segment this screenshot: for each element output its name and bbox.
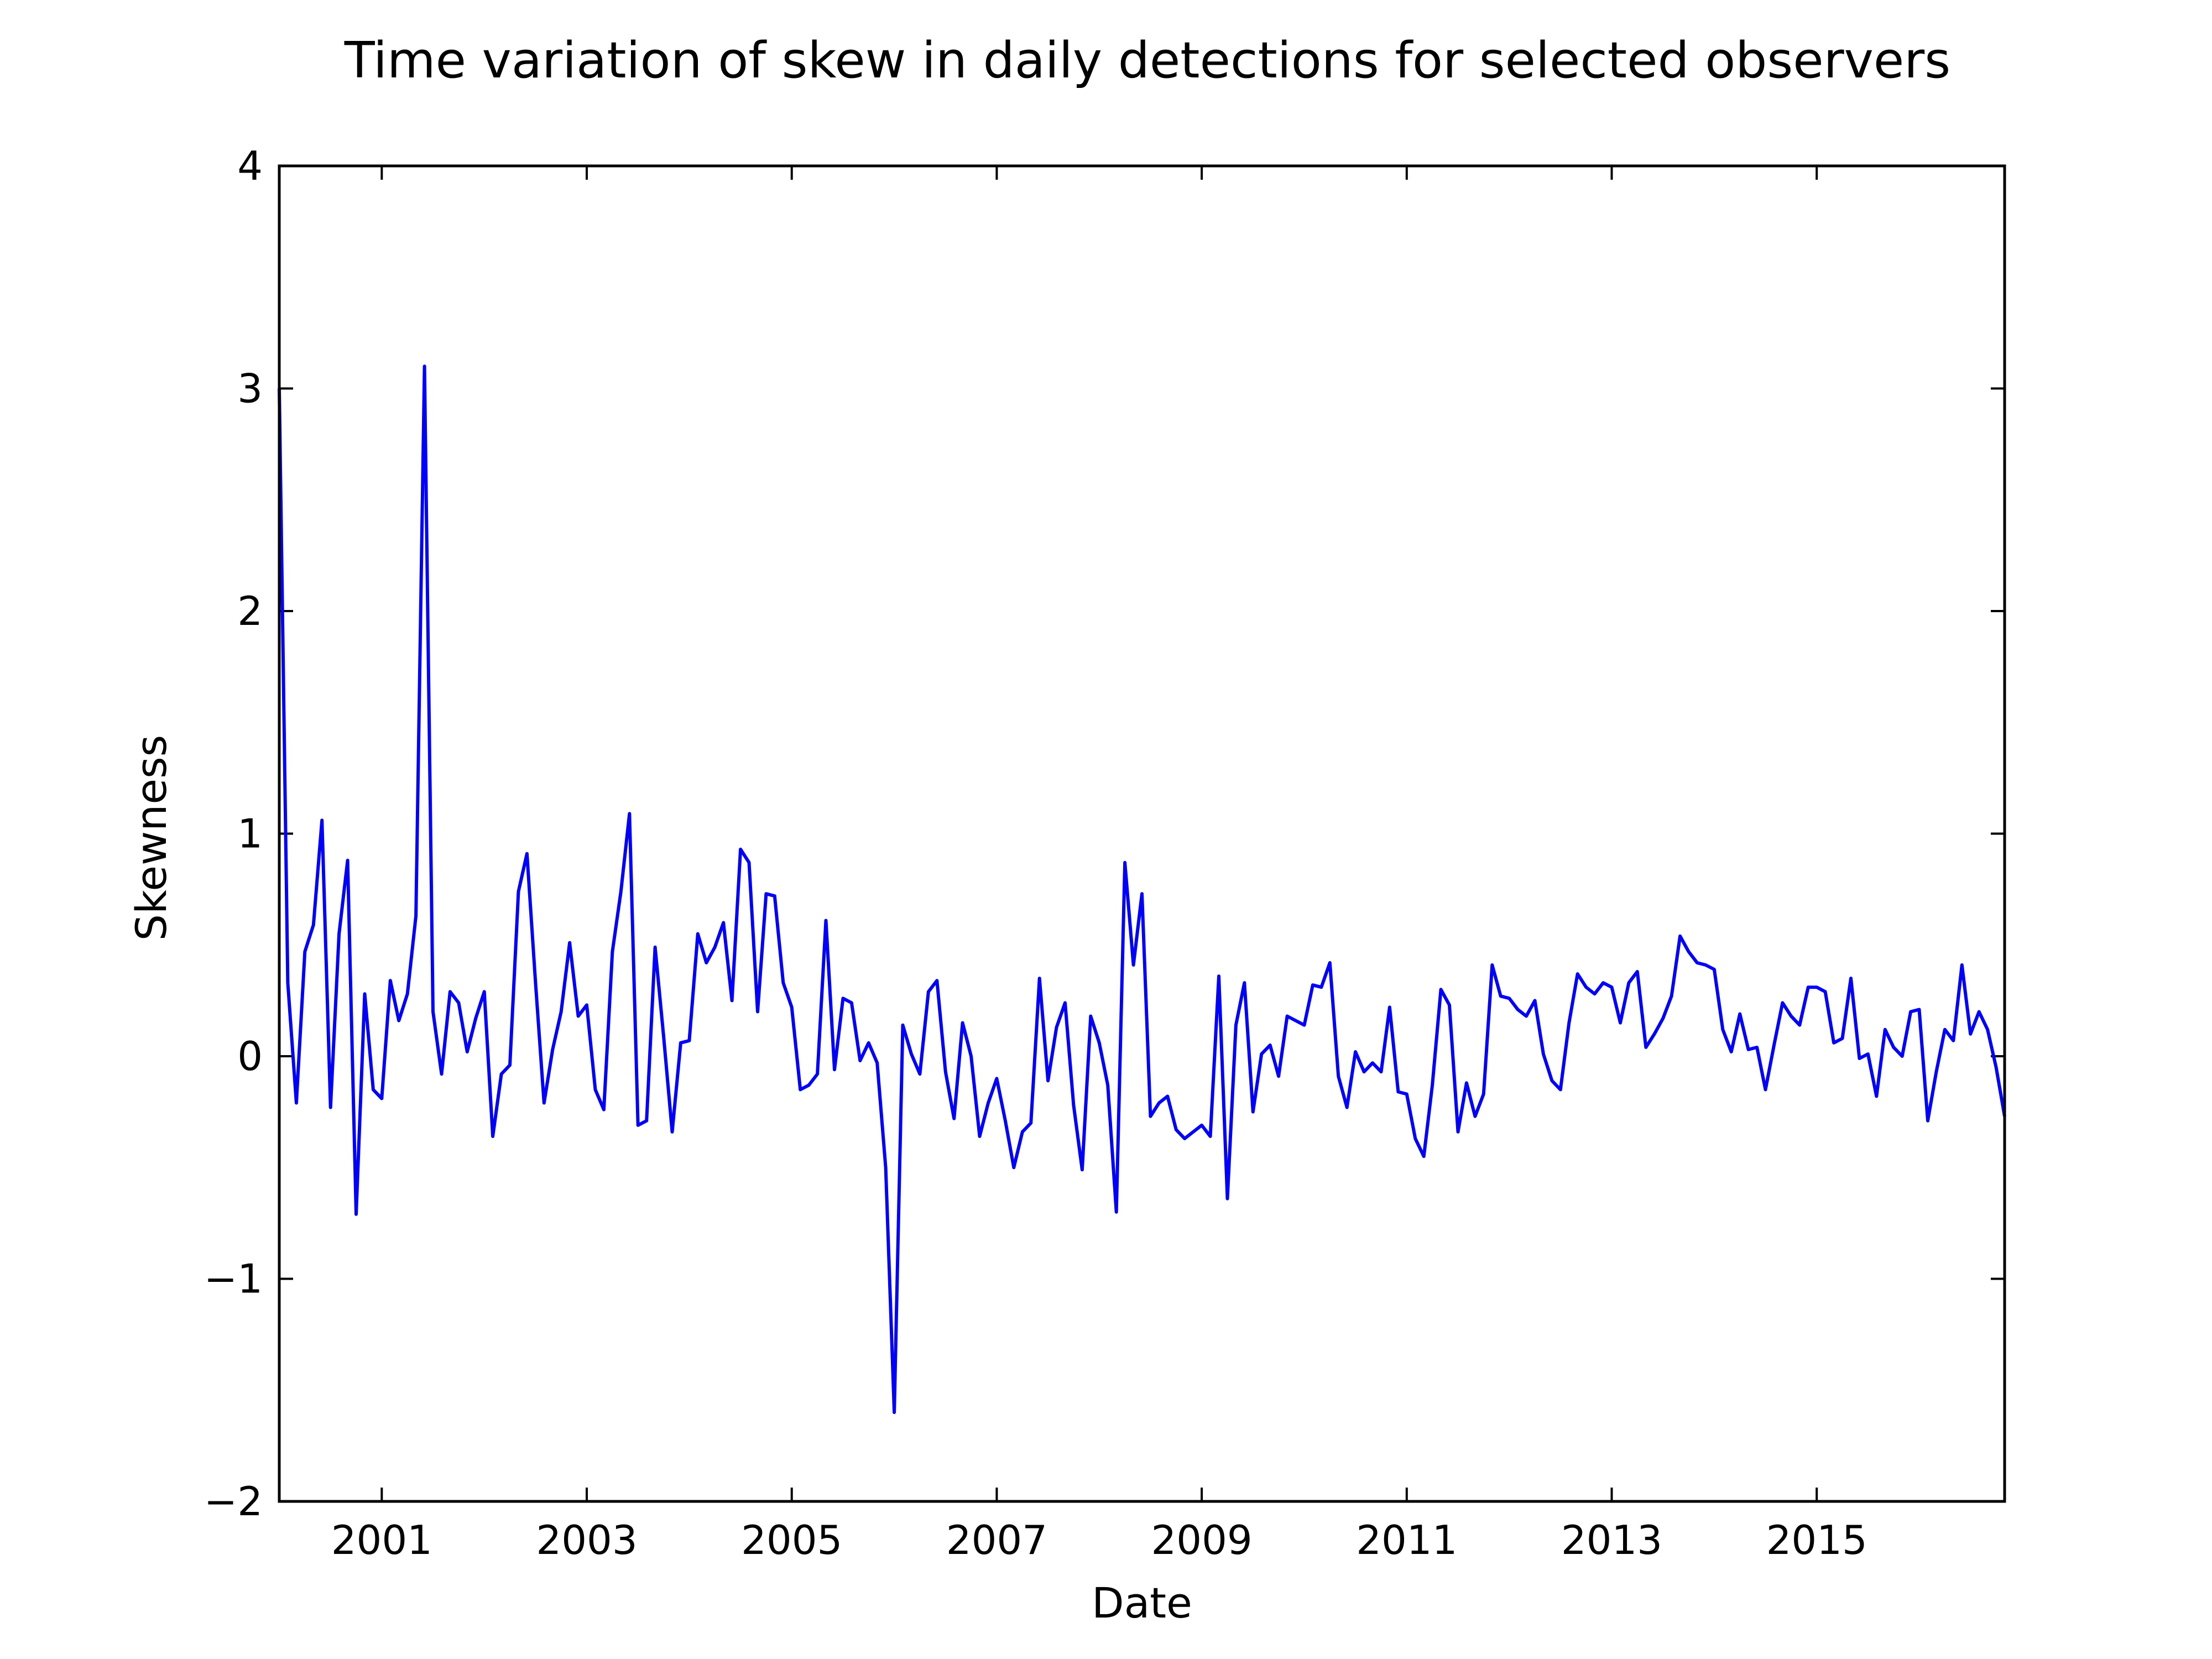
x-tick-label: 2015 — [1766, 1517, 1867, 1563]
y-tick-label: 0 — [237, 1033, 263, 1079]
x-tick-label: 2009 — [1151, 1517, 1253, 1563]
y-tick-label: 2 — [237, 588, 263, 634]
x-tick-label: 2005 — [741, 1517, 842, 1563]
series-line — [278, 364, 2006, 1414]
y-tick-label: 1 — [237, 811, 263, 857]
x-tick-label: 2011 — [1356, 1517, 1457, 1563]
y-tick-label: −1 — [204, 1256, 263, 1302]
y-axis-label: Skewness — [127, 735, 176, 941]
y-tick-label: 3 — [237, 366, 263, 412]
x-tick-labels: 2001 2003 2005 2007 2009 2011 2013 2015 — [331, 1517, 1867, 1563]
y-tick-labels: −2 −1 0 1 2 3 4 — [204, 143, 263, 1525]
x-tick-label: 2013 — [1561, 1517, 1662, 1563]
y-tick-label: 4 — [237, 143, 263, 189]
x-tick-label: 2003 — [536, 1517, 637, 1563]
y-tick-label: −2 — [204, 1478, 263, 1525]
plot-area — [278, 164, 2006, 1503]
plot-background — [279, 166, 2005, 1501]
plot-frame — [278, 164, 2006, 1503]
x-tick-label: 2001 — [331, 1517, 432, 1563]
ticks — [279, 165, 2005, 1503]
chart-title: Time variation of skew in daily detectio… — [344, 32, 1950, 90]
x-axis-label: Date — [1092, 1578, 1192, 1627]
x-tick-label: 2007 — [946, 1517, 1047, 1563]
